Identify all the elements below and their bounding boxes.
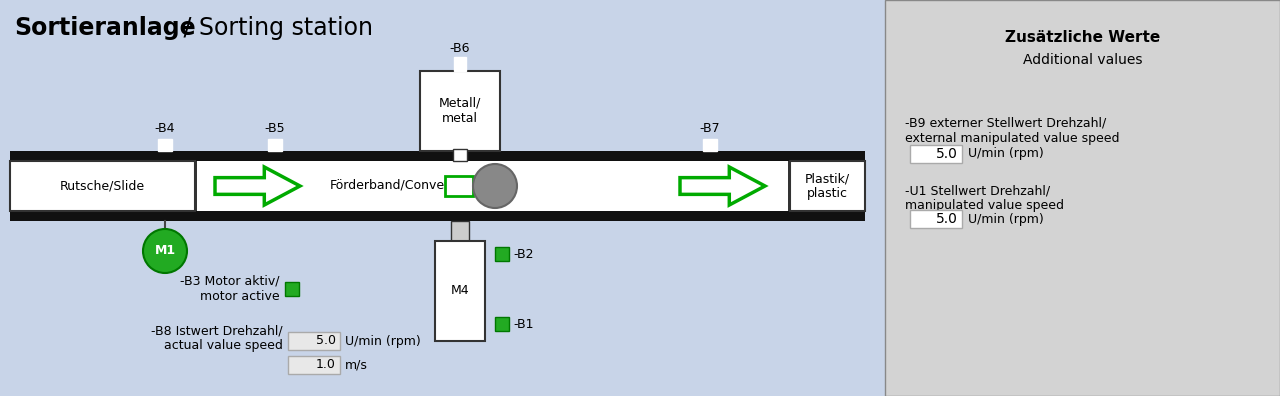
Text: -B2: -B2 [513, 248, 534, 261]
Text: -B1: -B1 [513, 318, 534, 331]
Text: -B6: -B6 [449, 42, 470, 55]
Text: -B8 Istwert Drehzahl/
actual value speed: -B8 Istwert Drehzahl/ actual value speed [151, 324, 283, 352]
Bar [268, 139, 282, 151]
Text: U/min (rpm): U/min (rpm) [968, 147, 1043, 160]
Bar [195, 161, 197, 211]
Bar [454, 57, 466, 71]
Bar [495, 317, 509, 331]
Bar [10, 211, 865, 221]
Bar [788, 161, 790, 211]
Text: / Sorting station: / Sorting station [177, 16, 372, 40]
Bar [157, 139, 172, 151]
Text: 5.0: 5.0 [936, 147, 957, 161]
Bar [451, 221, 468, 241]
Circle shape [474, 164, 517, 208]
Bar [10, 161, 195, 211]
Bar [435, 241, 485, 341]
Text: Rutsche/Slide: Rutsche/Slide [60, 179, 145, 192]
Text: -B9 externer Stellwert Drehzahl/
external manipulated value speed: -B9 externer Stellwert Drehzahl/ externa… [905, 117, 1120, 145]
Text: Sortieranlage: Sortieranlage [14, 16, 196, 40]
Text: Metall/
metal: Metall/ metal [439, 97, 481, 125]
Bar [910, 210, 963, 228]
Text: -U1 Stellwert Drehzahl/
manipulated value speed: -U1 Stellwert Drehzahl/ manipulated valu… [905, 184, 1064, 212]
Circle shape [143, 229, 187, 273]
Bar [445, 176, 474, 196]
Text: M4: M4 [451, 284, 470, 297]
Bar [453, 149, 467, 161]
Bar [10, 151, 865, 161]
Text: Plastik/
plastic: Plastik/ plastic [805, 172, 850, 200]
Text: 5.0: 5.0 [316, 335, 335, 348]
Bar [288, 356, 340, 374]
Bar [790, 161, 865, 211]
Text: 5.0: 5.0 [936, 212, 957, 226]
Bar [910, 145, 963, 163]
Bar [285, 282, 300, 296]
Bar [10, 161, 865, 211]
Text: -B3 Motor aktiv/
motor active: -B3 Motor aktiv/ motor active [180, 275, 280, 303]
Bar [495, 247, 509, 261]
Text: 1.0: 1.0 [316, 358, 335, 371]
Bar [703, 139, 717, 151]
Text: -B4: -B4 [155, 122, 175, 135]
Text: U/min (rpm): U/min (rpm) [346, 335, 421, 348]
Bar [288, 332, 340, 350]
Bar [884, 0, 1280, 396]
Text: Zusätzliche Werte: Zusätzliche Werte [1005, 30, 1160, 46]
Text: M1: M1 [155, 244, 175, 257]
Text: m/s: m/s [346, 358, 367, 371]
Text: U/min (rpm): U/min (rpm) [968, 213, 1043, 225]
Text: -B5: -B5 [265, 122, 285, 135]
Text: -B7: -B7 [700, 122, 721, 135]
Text: Förderband/Conveyor: Förderband/Conveyor [330, 179, 465, 192]
Bar [420, 71, 500, 151]
Text: Additional values: Additional values [1023, 53, 1142, 67]
